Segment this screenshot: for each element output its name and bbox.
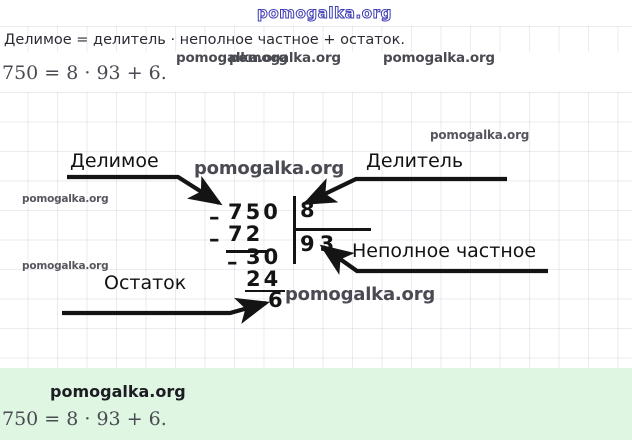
wm-diagram-topright: pomogalka.org — [430, 128, 530, 142]
header-equation: 750 = 8 · 93 + 6. — [2, 62, 167, 84]
subtraction-rule-1 — [226, 250, 268, 253]
arrow-remainder — [62, 297, 271, 324]
rule-text: Делимое = делитель · неполное частное + … — [4, 32, 405, 48]
dividend-digits: 750 — [228, 200, 281, 224]
wm-diagram-left-2: pomogalka.org — [22, 260, 109, 272]
minus-sign-3: – — [227, 250, 238, 274]
step1-remainder: 30 — [246, 245, 282, 269]
wm-diagram-left-1: pomogalka.org — [22, 193, 109, 205]
minus-sign-2: – — [209, 227, 220, 251]
callout-remainder: Остаток — [104, 272, 187, 294]
brand-logo-watermark: pomogalka.org — [256, 4, 393, 23]
divisor-digit: 8 — [300, 198, 315, 222]
step1-product: 72 — [228, 222, 264, 246]
minus-sign-1: – — [209, 205, 220, 229]
wm-diagram-bottom: pomogalka.org — [285, 284, 436, 305]
quotient-digits: 93 — [300, 232, 340, 256]
wm-header-1: pomogalka.org — [176, 50, 288, 66]
subtraction-rule-2 — [245, 290, 285, 292]
answer-equation: 750 = 8 · 93 + 6. — [2, 408, 167, 430]
wm-diagram-center: pomogalka.org — [194, 158, 345, 179]
callout-divisor: Делитель — [366, 150, 464, 172]
arrow-divisor — [302, 176, 507, 205]
division-horizontal-bar — [294, 228, 371, 231]
wm-header-3: pomogalka.org — [383, 50, 495, 66]
callout-dividend: Делимое — [70, 150, 159, 172]
step2-product: 24 — [246, 267, 282, 291]
callout-quotient: Неполное частное — [352, 240, 537, 262]
wm-green-band: pomogalka.org — [50, 382, 186, 401]
wm-header-2: pomogalka.org — [229, 50, 341, 66]
final-remainder: 6 — [268, 288, 283, 312]
answer-band — [0, 368, 632, 440]
